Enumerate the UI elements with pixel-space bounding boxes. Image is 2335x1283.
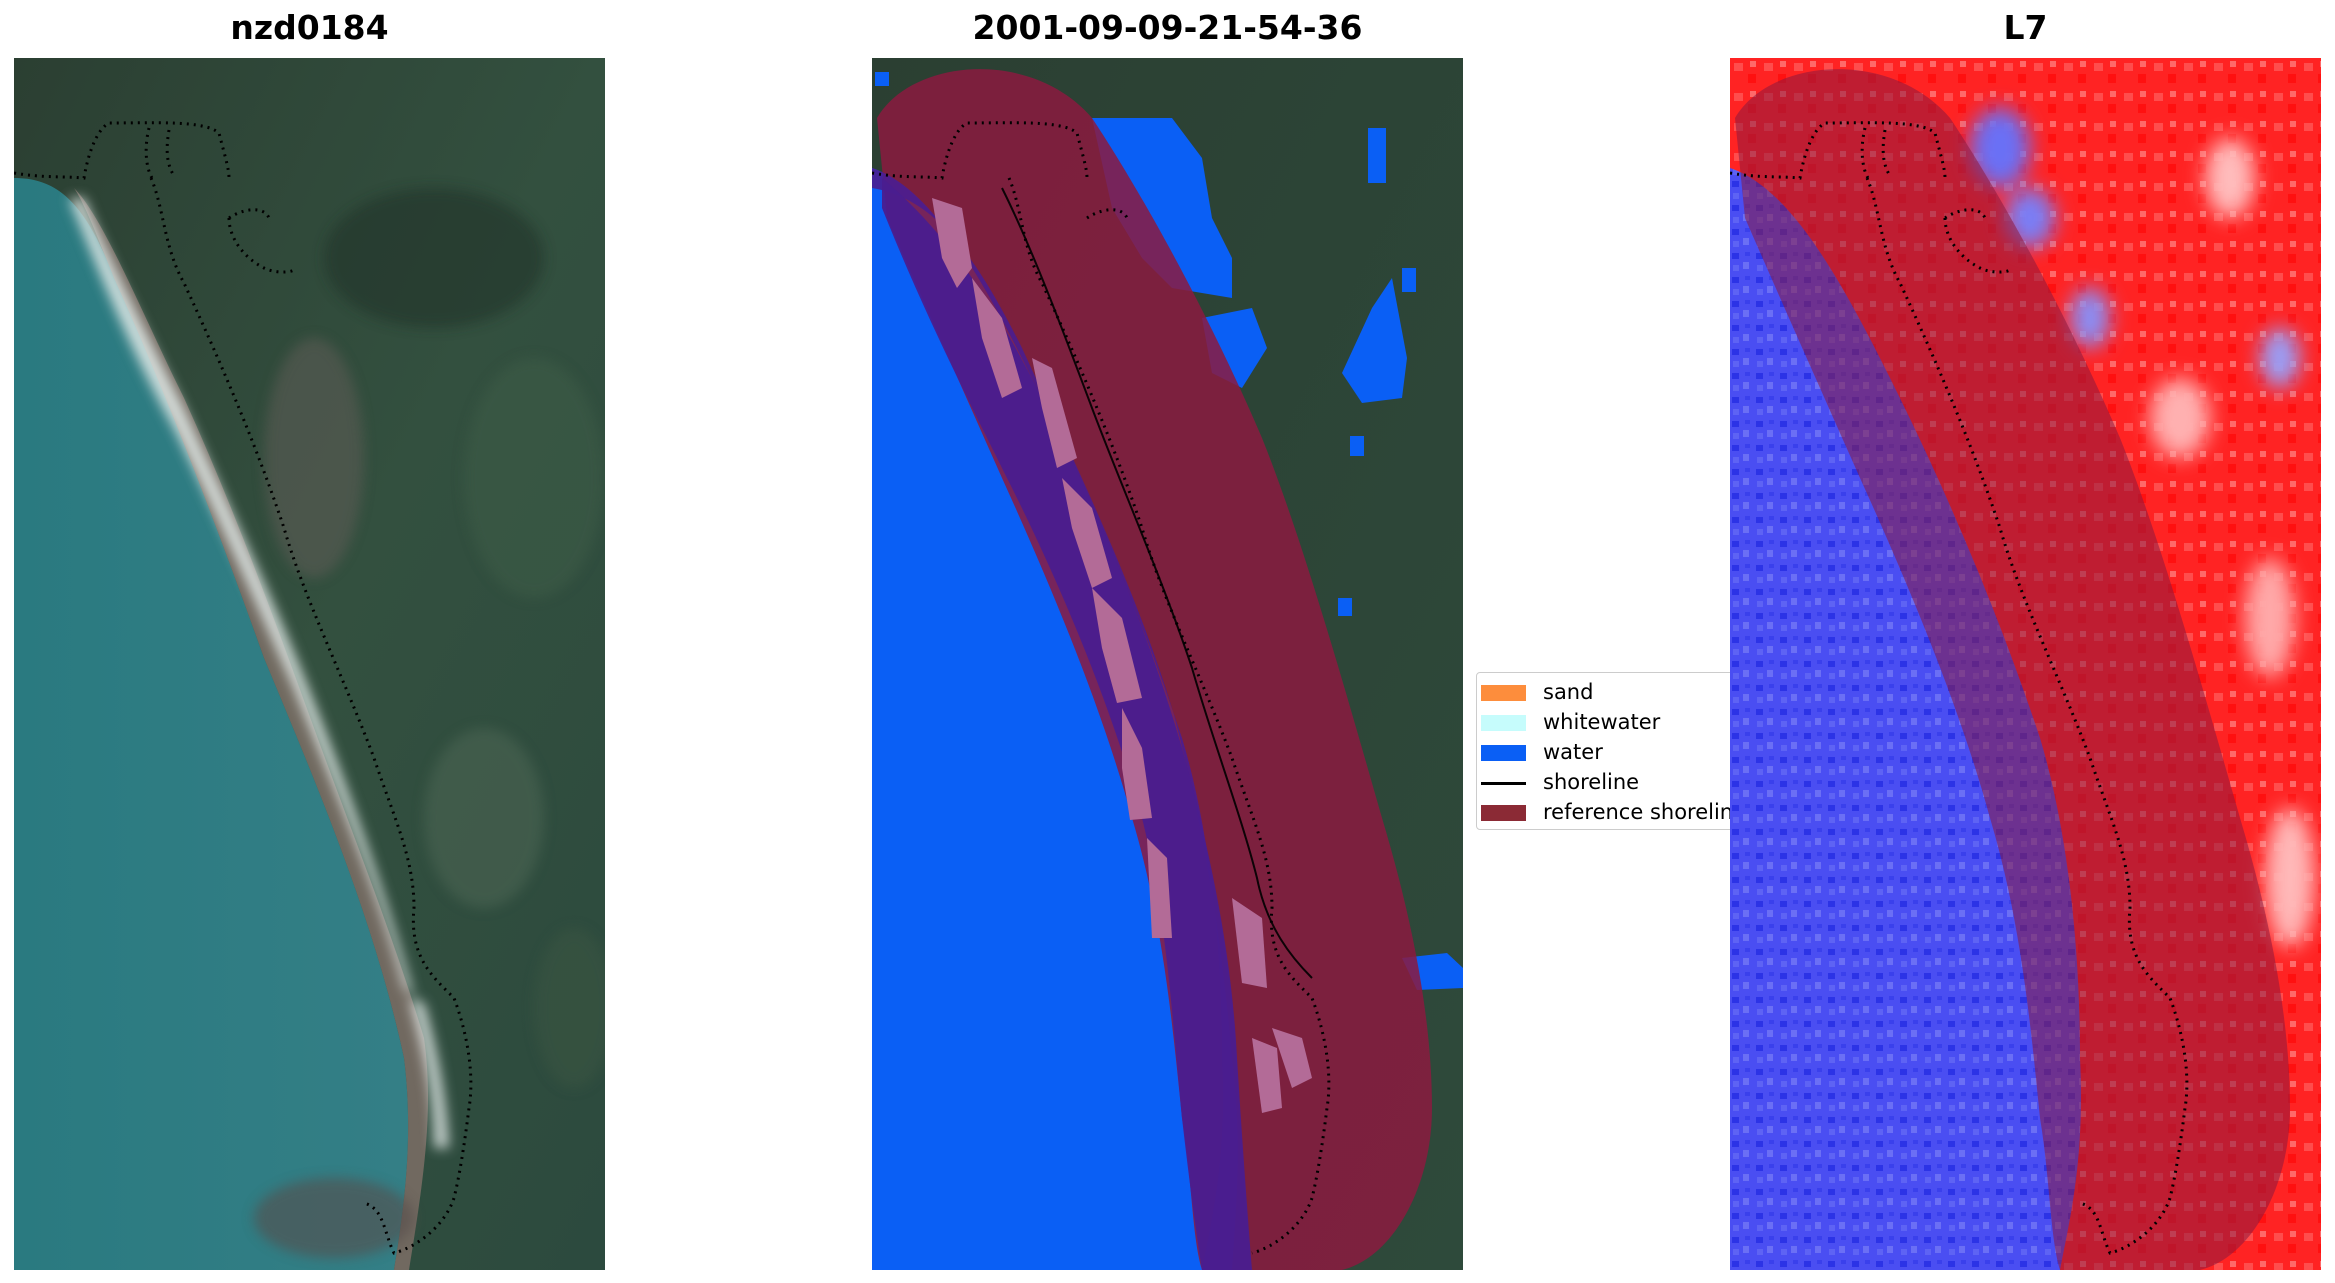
classification-panel	[872, 58, 1463, 1270]
legend-swatch	[1481, 715, 1526, 731]
legend-swatch	[1481, 685, 1526, 701]
sand-class-patches	[932, 198, 1312, 1113]
legend-item-sand: sand	[1477, 678, 1734, 708]
legend-label: whitewater	[1543, 710, 1661, 734]
reference-shoreline-path	[872, 121, 1331, 1255]
legend-swatch	[1481, 805, 1526, 821]
reference-shoreline-path	[14, 121, 473, 1255]
legend-label: sand	[1543, 680, 1594, 704]
negative-index-region	[1730, 168, 2081, 1270]
water-in-buffer	[882, 178, 1252, 1270]
panel-title-rgb: nzd0184	[230, 8, 389, 47]
legend-item-whitewater: whitewater	[1477, 708, 1734, 738]
legend-line	[1481, 782, 1526, 785]
legend-item-shoreline: shoreline	[1477, 768, 1734, 798]
water-class-region	[872, 168, 1223, 1270]
legend-swatch	[1481, 745, 1526, 761]
legend-item-water: water	[1477, 738, 1734, 768]
index-map-panel	[1730, 58, 2321, 1270]
panel-title-classification: 2001-09-09-21-54-36	[972, 8, 1363, 47]
rgb-satellite-image	[14, 58, 605, 1270]
detected-shoreline-path	[1001, 187, 1313, 979]
legend-label: water	[1543, 740, 1603, 764]
panel-title-index: L7	[2003, 8, 2048, 47]
rgb-image-panel	[14, 58, 605, 1270]
reference-shoreline-path	[1730, 121, 2189, 1255]
legend: sand whitewater water shoreline referenc…	[1476, 672, 1735, 830]
legend-item-reference-shoreline: reference shorelin	[1477, 798, 1734, 828]
index-map-image	[1730, 58, 2321, 1270]
classification-image	[872, 58, 1463, 1270]
legend-label: reference shorelin	[1543, 800, 1734, 824]
reference-buffer-region	[1735, 69, 2290, 1270]
legend-label: shoreline	[1543, 770, 1640, 794]
